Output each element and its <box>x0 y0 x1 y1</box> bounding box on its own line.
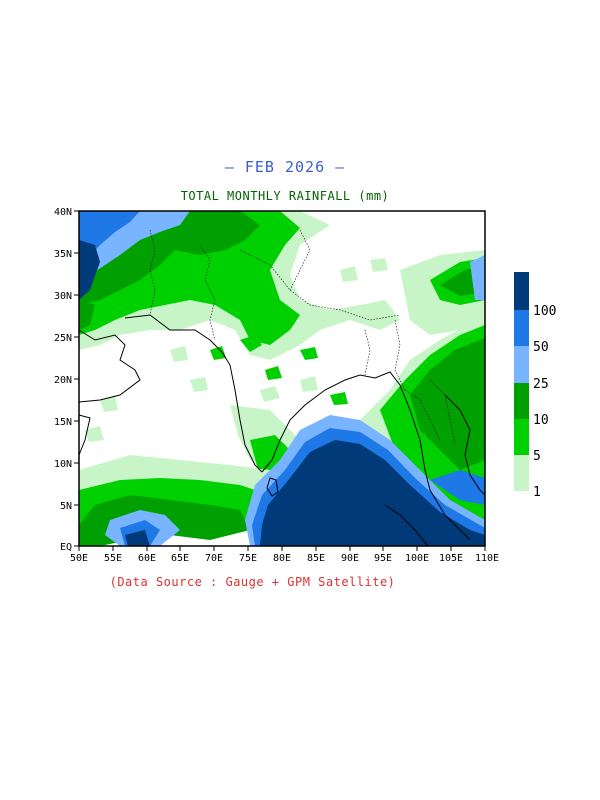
colorbar-swatch-100 <box>514 272 529 310</box>
rainfall-field <box>79 211 485 546</box>
colorbar-label-1: 1 <box>533 485 541 500</box>
border-tibet-china <box>289 229 311 291</box>
lat-label-40n: 40N <box>54 207 72 218</box>
border-pakistan-india <box>199 244 216 341</box>
lon-label-75e: 75E <box>239 553 257 564</box>
lon-label-55e: 55E <box>104 553 122 564</box>
map-title: TOTAL MONTHLY RAINFALL (mm) <box>180 189 390 203</box>
colorbar-label-50: 50 <box>533 340 549 355</box>
longitude-axis: 50E 55E 60E 65E 70E 75E 80E 85E 90E 95E … <box>70 546 499 564</box>
lon-label-90e: 90E <box>341 553 359 564</box>
lat-label-25n: 25N <box>54 333 72 344</box>
lon-label-105e: 105E <box>439 553 463 564</box>
lat-label-eq: EQ <box>60 542 72 553</box>
africa-coast <box>78 414 91 456</box>
rain-region-se-blue <box>430 470 485 505</box>
bangladesh-myanmar-coast <box>359 371 471 541</box>
colorbar-swatch-5 <box>514 419 529 455</box>
lon-label-65e: 65E <box>171 553 189 564</box>
border-myanmar <box>364 319 406 391</box>
lon-label-100e: 100E <box>405 553 429 564</box>
country-borders <box>149 229 456 446</box>
lat-label-35n: 35N <box>54 249 72 260</box>
lon-label-70e: 70E <box>205 553 223 564</box>
colorbar-swatch-50 <box>514 310 529 346</box>
lat-label-20n: 20N <box>54 375 72 386</box>
border-himalaya <box>239 249 401 321</box>
colorbar-swatch-10 <box>514 383 529 419</box>
lon-label-50e: 50E <box>70 553 88 564</box>
data-source-note: (Data Source : Gauge + GPM Satellite) <box>109 575 396 589</box>
lon-label-110e: 110E <box>475 553 499 564</box>
lat-label-15n: 15N <box>54 417 72 428</box>
rain-region-se-heavy <box>410 338 485 470</box>
colorbar-swatch-25 <box>514 346 529 383</box>
month-title: — FEB 2026 — <box>224 158 346 176</box>
border-iran-afghanistan <box>149 229 156 316</box>
lat-label-5n: 5N <box>60 501 72 512</box>
iran-pakistan-coast <box>124 314 211 341</box>
colorbar-label-10: 10 <box>533 413 549 428</box>
rain-region-bay-extreme <box>260 440 485 546</box>
rain-region-sw-ocean-extreme <box>125 530 150 546</box>
coastlines <box>78 314 486 547</box>
sumatra-coast <box>384 504 429 547</box>
lon-label-80e: 80E <box>273 553 291 564</box>
lat-label-10n: 10N <box>54 459 72 470</box>
colorbar: 1 5 10 25 50 100 <box>514 272 556 500</box>
india-west-coast <box>209 339 263 473</box>
india-east-coast <box>261 374 361 473</box>
border-indochina <box>404 379 456 446</box>
colorbar-label-100: 100 <box>533 304 556 319</box>
lon-label-95e: 95E <box>374 553 392 564</box>
lat-label-30n: 30N <box>54 291 72 302</box>
colorbar-label-25: 25 <box>533 377 549 392</box>
rain-speckle-central <box>210 335 348 405</box>
latitude-axis: 40N 35N 30N 25N 20N 15N 10N 5N EQ <box>54 207 79 553</box>
colorbar-swatch-1 <box>514 455 529 491</box>
rain-region-nw-green-patch <box>79 300 95 330</box>
indochina-coast <box>444 394 486 496</box>
sri-lanka-coast <box>266 477 279 497</box>
arabia-coast <box>78 329 141 403</box>
lon-label-60e: 60E <box>138 553 156 564</box>
rain-region-nw-extreme <box>79 240 100 300</box>
lon-label-85e: 85E <box>307 553 325 564</box>
rain-region-ne-very-heavy <box>470 255 485 300</box>
colorbar-label-5: 5 <box>533 449 541 464</box>
